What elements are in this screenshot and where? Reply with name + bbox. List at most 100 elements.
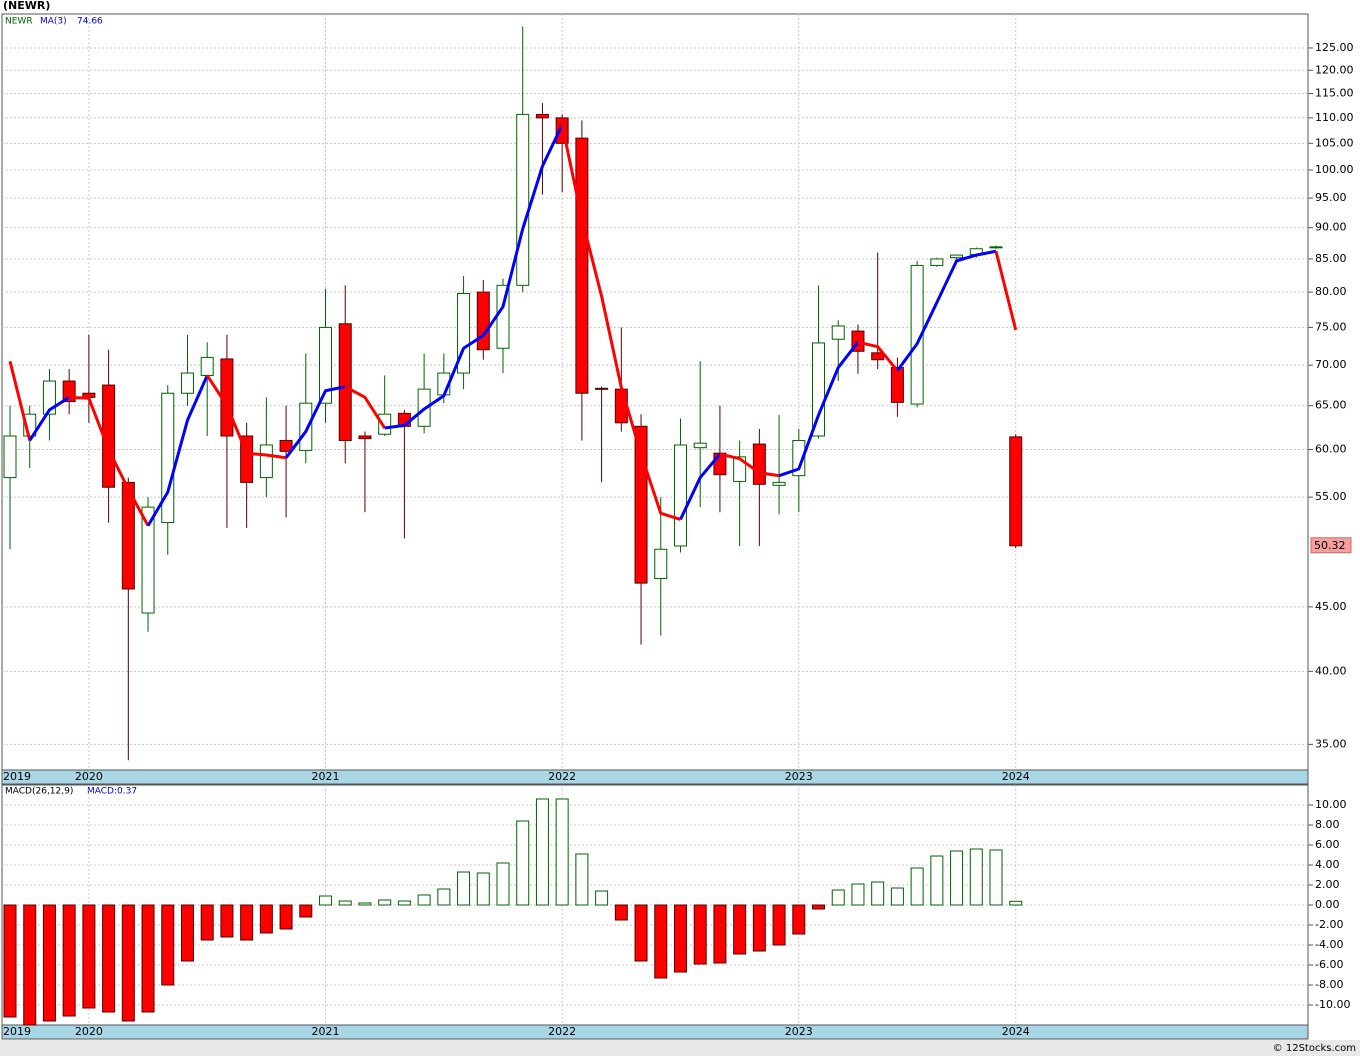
macd-bar — [319, 895, 333, 906]
y-tick-label: 35.00 — [1315, 737, 1347, 750]
y-tick-label: 0.00 — [1315, 898, 1340, 911]
macd-bar — [792, 904, 806, 935]
x-tick-label: 2019 — [3, 770, 31, 783]
legend-ohlc: NEWR — [5, 17, 33, 27]
x-tick-label: 2024 — [1002, 770, 1030, 783]
macd-bar — [23, 904, 37, 1026]
y-tick-label: -10.00 — [1315, 998, 1350, 1011]
last-price-label: 50.32 — [1314, 539, 1346, 552]
macd-bar — [42, 904, 56, 1022]
macd-bar — [279, 904, 293, 930]
y-tick-label: 90.00 — [1315, 221, 1347, 234]
macd-bar — [121, 904, 135, 1022]
macd-bar — [535, 798, 549, 906]
candle-body — [516, 113, 530, 286]
macd-bar — [1009, 900, 1023, 906]
x-tick-label: 2023 — [785, 1025, 813, 1038]
x-axis-band — [1, 769, 1309, 785]
x-tick-label: 2023 — [785, 770, 813, 783]
macd-bar — [259, 904, 273, 934]
candle-body — [3, 435, 17, 479]
y-tick-label: 60.00 — [1315, 443, 1347, 456]
y-tick-label: 10.00 — [1315, 798, 1347, 811]
macd-bar — [457, 871, 471, 906]
candle-body — [279, 439, 293, 452]
candle-body — [378, 413, 392, 435]
candle-body — [200, 356, 214, 376]
y-tick-label: 6.00 — [1315, 838, 1340, 851]
ma-line — [8, 360, 32, 441]
y-tick-label: 125.00 — [1315, 41, 1354, 54]
footer: © 12Stocks.com — [1273, 1043, 1356, 1054]
ma-line — [28, 396, 70, 442]
ma-line — [205, 374, 287, 460]
y-tick-label: 100.00 — [1315, 163, 1354, 176]
ma-line — [857, 340, 899, 372]
macd-bar — [417, 894, 431, 906]
macd-bar — [595, 890, 609, 906]
ma-line — [284, 385, 346, 459]
macd-bar — [713, 904, 727, 964]
candle-body — [535, 113, 549, 119]
y-tick-label: 80.00 — [1315, 285, 1347, 298]
y-tick-label: 120.00 — [1315, 63, 1354, 76]
candle-body — [930, 258, 944, 266]
candle-body — [673, 444, 687, 547]
x-tick-label: 2022 — [548, 770, 576, 783]
macd-bar — [693, 904, 707, 965]
y-tick-label: 70.00 — [1315, 358, 1347, 371]
candle-body — [1009, 436, 1023, 547]
candle-body — [772, 481, 786, 486]
y-tick-label: 65.00 — [1315, 399, 1347, 412]
y-tick-label: 4.00 — [1315, 858, 1340, 871]
macd-bar — [378, 899, 392, 906]
macd-bar — [752, 904, 766, 952]
y-tick-label: 95.00 — [1315, 191, 1347, 204]
x-tick-label: 2019 — [3, 1025, 31, 1038]
macd-bar — [555, 798, 569, 906]
macd-bar — [358, 902, 372, 906]
y-tick-label: -4.00 — [1315, 938, 1343, 951]
y-tick-label: 110.00 — [1315, 111, 1354, 124]
candle-body — [989, 246, 1003, 249]
x-tick-label: 2021 — [312, 1025, 340, 1038]
ma-line — [384, 124, 564, 430]
macd-bar — [240, 904, 254, 941]
candle-body — [575, 137, 589, 394]
macd-bar — [673, 904, 687, 973]
macd-legend: MACD:0.37 — [87, 787, 137, 797]
candle-body — [910, 264, 924, 405]
candle-body — [733, 456, 747, 482]
candle-body — [141, 506, 155, 614]
macd-bar — [102, 904, 116, 1013]
ma-line — [778, 341, 860, 478]
y-tick-label: 115.00 — [1315, 87, 1354, 100]
y-tick-label: -6.00 — [1315, 958, 1343, 971]
y-tick-label: 105.00 — [1315, 136, 1354, 149]
ma-line — [69, 395, 150, 527]
macd-title: MACD(26,12,9) — [5, 787, 73, 797]
macd-bar — [338, 900, 352, 906]
y-tick-label: 2.00 — [1315, 878, 1340, 891]
x-tick-label: 2024 — [1002, 1025, 1030, 1038]
y-tick-label: 40.00 — [1315, 664, 1347, 677]
candle-body — [792, 439, 806, 477]
footer-band — [0, 1040, 1360, 1056]
legend-ma: MA(3) — [40, 17, 67, 27]
y-tick-label: 8.00 — [1315, 818, 1340, 831]
candle-body — [812, 342, 826, 437]
macd-bar — [733, 904, 747, 955]
macd-bar — [496, 862, 510, 906]
x-tick-label: 2022 — [548, 1025, 576, 1038]
macd-bar — [82, 904, 96, 1009]
macd-bar — [614, 904, 628, 921]
y-tick-label: -2.00 — [1315, 918, 1343, 931]
y-tick-label: 85.00 — [1315, 252, 1347, 265]
x-tick-label: 2021 — [312, 770, 340, 783]
candle-body — [476, 291, 490, 351]
candle-body — [752, 443, 766, 485]
ma-line — [146, 374, 209, 527]
candle-body — [319, 326, 333, 404]
ma-line — [344, 385, 386, 429]
macd-bar — [575, 853, 589, 906]
